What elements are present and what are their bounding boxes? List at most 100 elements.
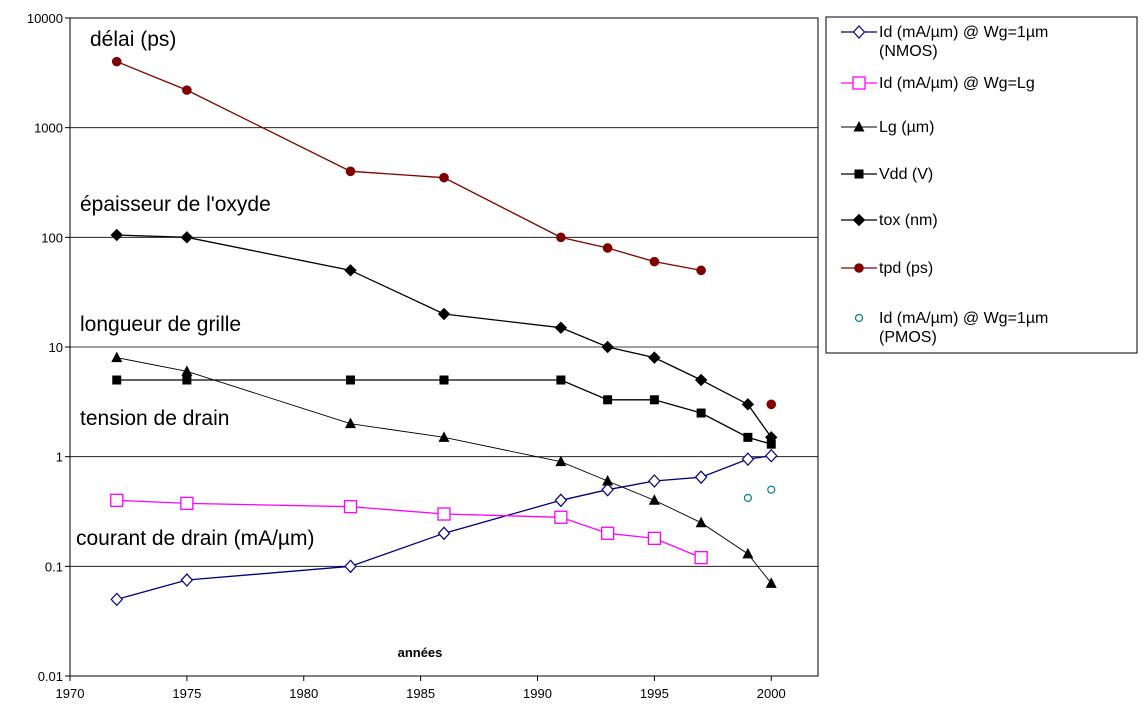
x-tick-label: 1990 <box>523 686 552 701</box>
y-tick-label: 1000 <box>34 121 63 136</box>
data-point-series-4 <box>694 373 708 387</box>
legend-marker-6 <box>854 313 864 323</box>
data-point-series-3 <box>696 408 706 418</box>
series-line-3 <box>116 379 772 445</box>
data-point-series-5 <box>556 232 566 243</box>
legend-label: Vdd (V) <box>879 166 933 183</box>
data-point-series-2 <box>602 474 614 486</box>
y-tick-label: 0.01 <box>38 669 63 684</box>
data-point-series-4 <box>601 340 614 354</box>
annotation-tension-drain: tension de drain <box>80 407 229 430</box>
data-point-series-3 <box>649 395 659 405</box>
data-point-series-5 <box>182 85 192 95</box>
y-tick-label: 10000 <box>27 11 63 26</box>
data-point-series-3 <box>439 375 449 385</box>
annotation-courant-drain: courant de drain (mA/µm) <box>76 527 315 550</box>
legend-label: Id (mA/µm) @ Wg=1µm <box>879 24 1048 41</box>
data-point-series-0 <box>554 493 568 508</box>
data-point-series-2 <box>438 431 450 442</box>
legend-marker-4 <box>852 213 866 227</box>
data-point-series-2 <box>742 547 754 559</box>
data-point-series-3 <box>603 395 613 405</box>
legend-label: tpd (ps) <box>879 260 933 277</box>
data-point-series-1 <box>180 496 194 511</box>
data-point-series-3 <box>112 375 122 385</box>
data-point-series-1 <box>647 531 662 545</box>
legend-label: tox (nm) <box>879 212 938 229</box>
data-point-series-4 <box>110 228 123 242</box>
data-point-series-0 <box>694 470 708 485</box>
legend-label: (NMOS) <box>879 43 938 60</box>
data-point-series-0 <box>601 482 614 497</box>
data-point-series-3 <box>182 375 192 385</box>
legend-marker-0 <box>852 25 866 39</box>
data-point-series-4 <box>648 351 661 364</box>
data-point-series-0 <box>344 559 357 574</box>
x-tick-label: 1980 <box>289 686 318 701</box>
data-point-series-2 <box>111 351 123 363</box>
series-markers <box>110 56 778 607</box>
annotation-longueur-grille: longueur de grille <box>80 313 241 336</box>
data-point-series-0 <box>764 448 778 463</box>
data-point-series-4 <box>741 398 755 411</box>
data-point-series-4 <box>554 321 568 334</box>
data-point-series-4 <box>437 307 451 321</box>
data-point-series-2 <box>181 365 193 376</box>
data-point-series-3 <box>766 439 776 449</box>
data-point-series-2 <box>648 494 660 505</box>
plot-border <box>69 17 819 677</box>
data-point-series-1 <box>600 526 615 540</box>
legend-label: Id (mA/µm) @ Wg=Lg <box>879 75 1035 92</box>
data-point-series-1 <box>554 510 568 524</box>
legend-label: Lg (µm) <box>879 119 934 136</box>
y-tick-label: 0.1 <box>45 559 63 574</box>
y-tick-label: 1 <box>56 450 63 465</box>
data-point-series-5 <box>345 166 356 177</box>
annotation-epaisseur-oxyde: épaisseur de l'oxyde <box>80 193 271 216</box>
series-lines <box>116 61 772 600</box>
legend: Id (mA/µm) @ Wg=1µm (NMOS) Id (mA/µm) @ Wg… <box>825 16 1138 354</box>
annotation-delai: délai (ps) <box>90 28 176 51</box>
data-point-series-1 <box>694 550 708 565</box>
x-tick-label: 1995 <box>640 686 669 701</box>
x-tick-label: 1975 <box>172 686 201 701</box>
annotations: délai (ps) épaisseur de l'oxyde longueur… <box>76 28 315 550</box>
series-line-5 <box>116 61 702 271</box>
y-tick-label: 100 <box>41 230 63 245</box>
legend-box <box>825 16 1138 354</box>
data-point-series-2 <box>765 577 777 588</box>
data-point-series-1 <box>343 500 358 514</box>
data-point-series-0 <box>110 592 124 607</box>
legend-marker-5 <box>854 263 864 273</box>
y-tick-label: 10 <box>49 340 63 355</box>
data-point-series-6 <box>767 485 776 494</box>
data-point-series-4 <box>180 231 194 244</box>
series-line-4 <box>116 234 772 438</box>
data-point-series-2 <box>695 516 707 528</box>
legend-marker-1 <box>852 76 866 90</box>
data-point-series-3 <box>743 432 753 442</box>
data-point-series-2 <box>345 417 356 429</box>
legend-label: Id (mA/µm) @ Wg=1µm <box>879 310 1048 327</box>
data-point-series-3 <box>556 375 566 385</box>
series-line-0 <box>116 455 772 600</box>
data-point-series-3 <box>346 375 355 385</box>
data-point-series-1 <box>437 507 451 521</box>
data-point-series-5 <box>439 172 449 183</box>
data-point-series-2 <box>555 455 567 467</box>
data-point-series-5 <box>602 243 613 253</box>
x-axis-label: années <box>398 645 443 660</box>
legend-marker-3 <box>854 169 864 179</box>
legend-marker-2 <box>853 121 865 132</box>
data-point-series-5 <box>649 256 660 267</box>
series-line-2 <box>116 357 772 584</box>
data-point-series-0 <box>437 526 451 541</box>
data-point-series-0 <box>180 573 194 587</box>
axes <box>65 17 819 681</box>
grid-lines <box>70 17 818 567</box>
data-point-series-5 <box>766 399 777 410</box>
data-point-series-4 <box>344 264 357 277</box>
x-tick-label: 1985 <box>406 686 435 701</box>
legend-label: (PMOS) <box>879 329 937 346</box>
